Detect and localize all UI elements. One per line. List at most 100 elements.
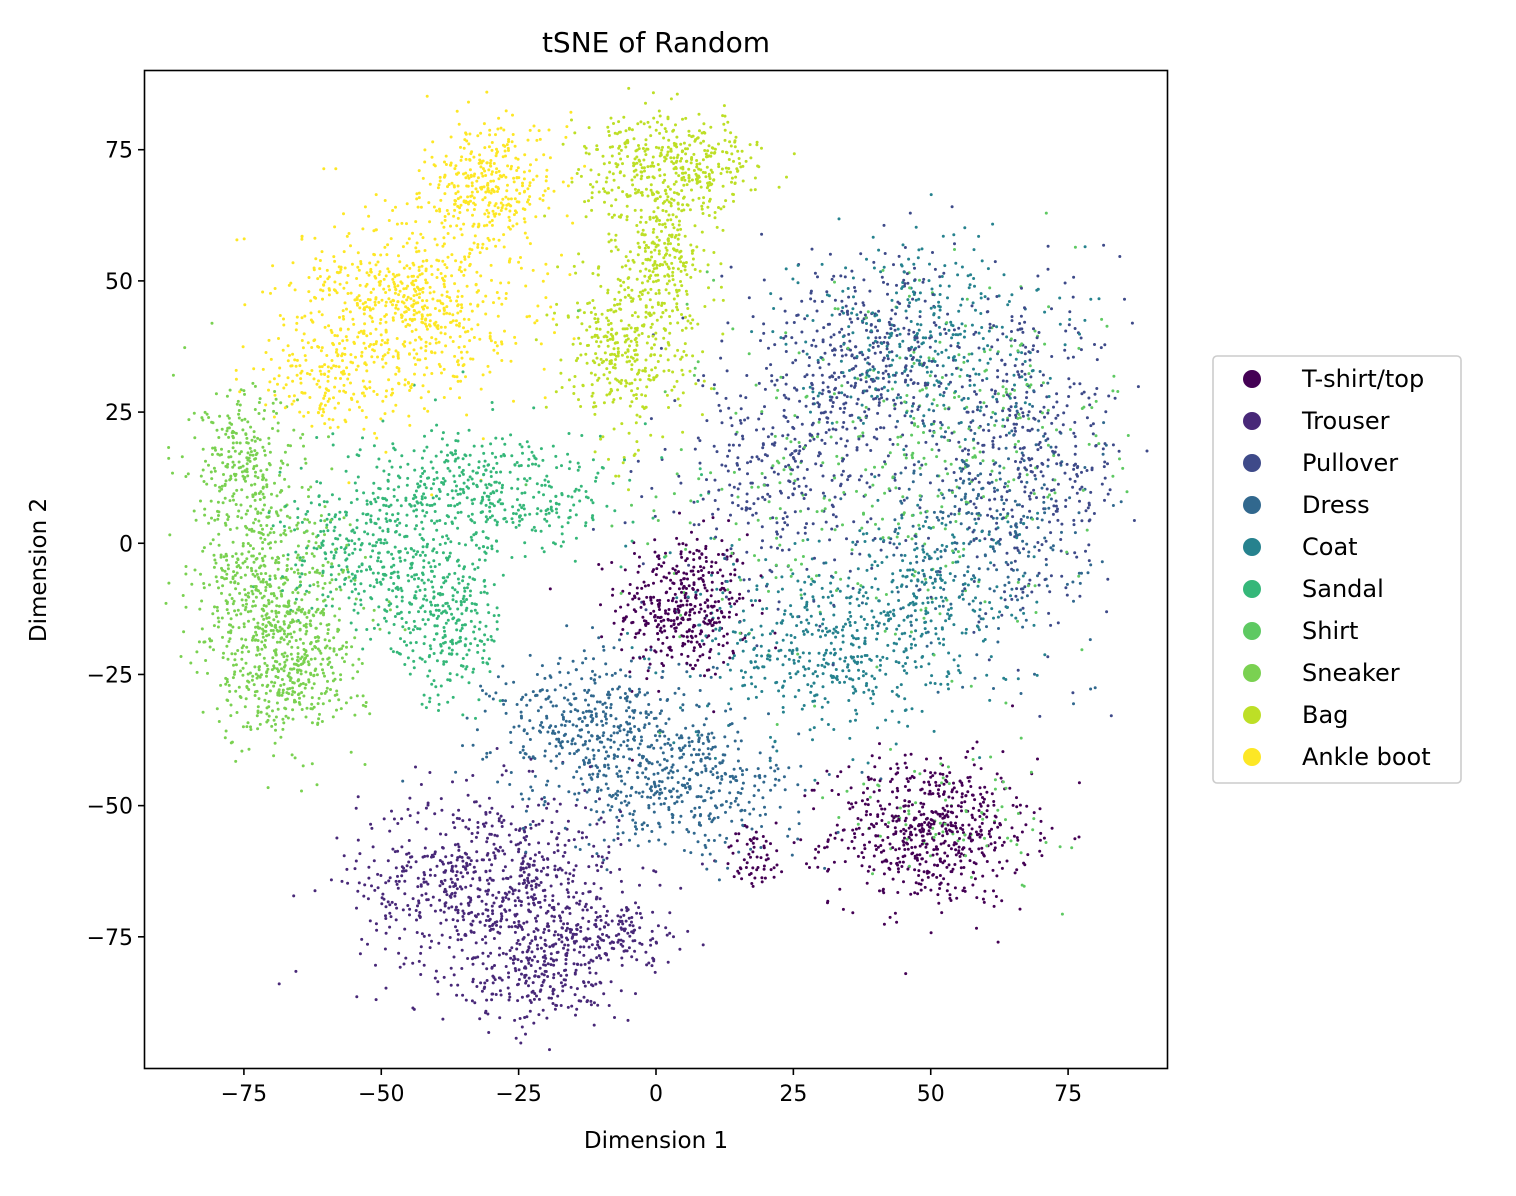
point-t-shirt-top: [720, 539, 724, 543]
point-dress: [912, 471, 916, 475]
point-dress: [962, 396, 966, 400]
point-coat: [942, 637, 946, 641]
point-pullover: [698, 439, 702, 443]
point-bag: [663, 222, 667, 226]
point-dress: [603, 757, 607, 761]
point-coat: [839, 647, 843, 651]
point-shirt: [1004, 387, 1008, 391]
point-coat: [835, 625, 838, 629]
point-ankle-boot: [583, 164, 587, 168]
point-t-shirt-top: [679, 621, 683, 625]
point-t-shirt-top: [621, 628, 625, 631]
point-coat: [977, 234, 981, 238]
point-ankle-boot: [504, 154, 507, 158]
point-ankle-boot: [356, 335, 360, 339]
point-pullover: [1020, 480, 1023, 484]
point-shirt: [1009, 839, 1013, 843]
point-coat: [802, 632, 806, 636]
point-coat: [898, 569, 902, 572]
point-t-shirt-top: [901, 860, 905, 864]
point-sneaker: [242, 625, 246, 629]
point-t-shirt-top: [1018, 907, 1022, 911]
point-t-shirt-top: [760, 611, 764, 615]
point-trouser: [481, 951, 485, 955]
point-sandal: [498, 699, 502, 703]
point-coat: [920, 655, 924, 659]
point-dress: [729, 801, 733, 805]
point-sandal: [331, 443, 335, 447]
point-ankle-boot: [384, 274, 388, 278]
point-bag: [620, 353, 624, 357]
point-pullover: [1005, 490, 1009, 494]
point-trouser: [516, 958, 520, 962]
point-bag: [701, 350, 705, 354]
point-sandal: [411, 497, 415, 501]
point-pullover: [1025, 396, 1028, 400]
point-dress: [628, 838, 631, 842]
point-bag: [636, 253, 640, 257]
point-sneaker: [192, 411, 196, 415]
point-pullover: [871, 345, 875, 349]
point-sandal: [433, 521, 436, 525]
point-dress: [712, 736, 716, 740]
point-coat: [909, 354, 913, 358]
point-pullover: [811, 421, 815, 425]
point-sneaker: [340, 656, 344, 660]
point-shirt: [1090, 406, 1094, 410]
point-sneaker: [197, 640, 201, 644]
point-t-shirt-top: [692, 552, 696, 556]
point-coat: [868, 343, 872, 347]
point-ankle-boot: [531, 268, 535, 272]
point-coat: [830, 594, 834, 598]
point-bag: [605, 176, 609, 180]
point-sneaker: [250, 638, 254, 642]
point-dress: [767, 712, 770, 716]
point-coat: [968, 283, 972, 287]
point-sandal: [381, 577, 385, 581]
point-t-shirt-top: [979, 767, 983, 771]
point-coat: [912, 262, 916, 266]
point-ankle-boot: [338, 270, 342, 274]
point-pullover: [1064, 329, 1068, 333]
point-pullover: [726, 321, 730, 325]
point-t-shirt-top: [926, 823, 930, 827]
point-bag: [699, 185, 703, 189]
point-sneaker: [388, 608, 392, 612]
point-sneaker: [295, 523, 299, 527]
point-trouser: [571, 935, 575, 939]
point-t-shirt-top: [896, 789, 900, 793]
point-ankle-boot: [380, 357, 384, 361]
point-ankle-boot: [371, 320, 375, 324]
point-dress: [915, 584, 919, 588]
point-trouser: [457, 848, 461, 852]
point-sandal: [520, 445, 524, 449]
point-pullover: [1002, 507, 1005, 511]
point-sneaker: [320, 574, 324, 578]
point-t-shirt-top: [896, 867, 900, 871]
point-dress: [633, 825, 637, 829]
point-pullover: [894, 425, 898, 429]
point-coat: [988, 357, 992, 361]
point-bag: [657, 288, 661, 292]
point-bag: [650, 322, 654, 326]
point-bag: [634, 149, 638, 153]
point-t-shirt-top: [735, 558, 739, 562]
point-sandal: [293, 499, 297, 503]
point-trouser: [442, 975, 446, 979]
point-coat: [914, 665, 918, 669]
point-sneaker: [200, 627, 204, 631]
point-sandal: [434, 454, 438, 458]
point-sandal: [513, 463, 517, 467]
point-sandal: [465, 496, 469, 500]
point-trouser: [512, 961, 515, 965]
point-ankle-boot: [504, 195, 508, 199]
point-t-shirt-top: [866, 775, 870, 779]
point-coat: [746, 697, 750, 701]
point-pullover: [859, 474, 863, 478]
point-sandal: [465, 653, 469, 657]
point-ankle-boot: [511, 113, 514, 117]
point-trouser: [384, 905, 388, 909]
point-t-shirt-top: [955, 815, 959, 819]
point-dress: [693, 806, 697, 810]
point-coat: [915, 546, 919, 550]
